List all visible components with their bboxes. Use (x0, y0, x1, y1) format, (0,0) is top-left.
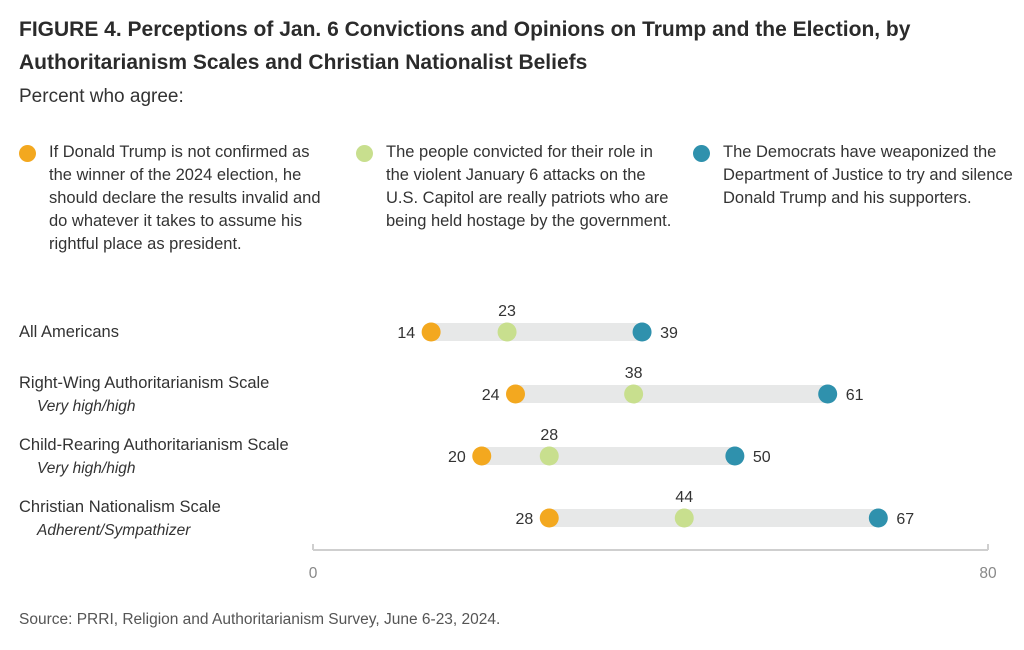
data-point (472, 446, 492, 466)
data-label: 61 (846, 387, 864, 404)
data-point (868, 508, 888, 528)
legend-swatch-blue (693, 145, 710, 162)
data-point (539, 446, 559, 466)
source-note: Source: PRRI, Religion and Authoritarian… (19, 611, 501, 628)
legend-label-2: The people convicted for their role in t… (386, 143, 672, 230)
data-point (632, 322, 652, 342)
row-label-all-americans: All Americans (19, 323, 119, 341)
legend-swatch-orange (19, 145, 36, 162)
legend-swatch-green (356, 145, 373, 162)
data-point (818, 384, 838, 404)
row-label-cn: Christian Nationalism Scale (19, 498, 221, 516)
data-label: 23 (498, 303, 516, 320)
data-point (497, 322, 517, 342)
data-label: 44 (675, 489, 693, 506)
chart-title: FIGURE 4. Perceptions of Jan. 6 Convicti… (19, 18, 911, 74)
legend-label-3: The Democrats have weaponized the Depart… (723, 143, 1013, 207)
row-sublabel-rwa: Very high/high (37, 398, 136, 415)
range-track (431, 323, 643, 341)
data-label: 39 (660, 325, 678, 342)
data-label: 20 (448, 449, 466, 466)
data-point (725, 446, 745, 466)
data-label: 28 (540, 427, 558, 444)
data-point (539, 508, 559, 528)
data-label: 67 (896, 511, 914, 528)
data-point (506, 384, 525, 404)
data-label: 28 (515, 511, 533, 528)
chart-subtitle: Percent who agree: (19, 86, 184, 107)
data-label: 50 (753, 449, 771, 466)
data-point (674, 508, 694, 528)
row-label-rwa: Right-Wing Authoritarianism Scale (19, 374, 270, 392)
row-label-cra: Child-Rearing Authoritarianism Scale (19, 436, 289, 454)
x-tick-label: 80 (979, 565, 997, 582)
range-track (515, 385, 828, 403)
data-point (421, 322, 441, 342)
data-point (624, 384, 644, 404)
data-label: 14 (397, 325, 415, 342)
range-track (481, 447, 735, 465)
data-label: 24 (482, 387, 500, 404)
x-tick-label: 0 (309, 565, 318, 582)
legend-label-1: If Donald Trump is not confirmed as the … (49, 143, 321, 253)
row-sublabel-cra: Very high/high (37, 460, 136, 477)
row-sublabel-cn: Adherent/Sympathizer (37, 522, 191, 539)
data-label: 38 (625, 365, 643, 382)
range-track (549, 509, 879, 527)
